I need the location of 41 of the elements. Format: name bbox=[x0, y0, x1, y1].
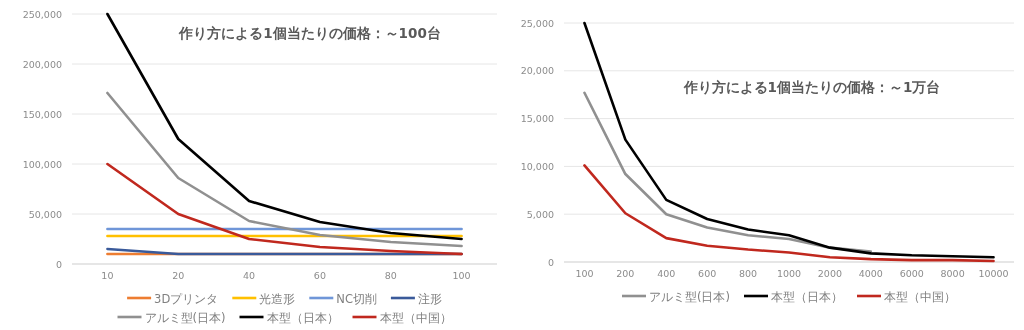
legend-label: 光造形 bbox=[259, 291, 296, 306]
legend-label: 3Dプリンタ bbox=[154, 291, 219, 306]
x-tick-label: 4000 bbox=[858, 268, 883, 279]
y-tick-label: 200,000 bbox=[22, 58, 62, 70]
y-tick-label: 25,000 bbox=[520, 17, 554, 29]
legend-label: 本型（日本） bbox=[266, 310, 339, 325]
y-tick-label: 0 bbox=[55, 258, 62, 270]
x-tick-label: 8000 bbox=[940, 268, 965, 279]
x-tick-label: 400 bbox=[657, 268, 676, 279]
legend-label: 注形 bbox=[417, 291, 442, 306]
text: 作り方による1個当たりの価格：～1万台 bbox=[682, 79, 941, 95]
y-tick-label: 20,000 bbox=[520, 65, 554, 77]
legend-label: 本型（日本） bbox=[771, 289, 843, 304]
legend-label: 本型（中国） bbox=[379, 310, 452, 325]
x-tick-label: 100 bbox=[575, 268, 594, 279]
x-tick-label: 200 bbox=[616, 268, 635, 279]
x-tick-label: 40 bbox=[243, 270, 256, 281]
x-tick-label: 80 bbox=[384, 270, 397, 281]
legend-label: アルミ型(日本) bbox=[144, 310, 226, 325]
x-tick-label: 10 bbox=[101, 270, 114, 281]
x-tick-label: 20 bbox=[172, 270, 185, 281]
x-tick-label: 100 bbox=[452, 270, 471, 281]
y-tick-label: 150,000 bbox=[22, 108, 62, 120]
x-tick-label: 10000 bbox=[978, 268, 1009, 279]
x-tick-label: 2000 bbox=[817, 268, 842, 279]
y-tick-label: 250,000 bbox=[22, 8, 62, 20]
x-tick-label: 6000 bbox=[899, 268, 924, 279]
y-tick-label: 5,000 bbox=[526, 208, 554, 220]
text: 作り方による1個当たりの価格：～100台 bbox=[178, 25, 441, 41]
y-tick-label: 10,000 bbox=[520, 160, 554, 172]
x-tick-label: 60 bbox=[313, 270, 326, 281]
y-tick-label: 0 bbox=[547, 256, 554, 268]
x-tick-label: 1000 bbox=[776, 268, 802, 279]
y-tick-label: 15,000 bbox=[520, 113, 554, 125]
x-tick-label: 600 bbox=[698, 268, 717, 279]
x-tick-label: 800 bbox=[739, 268, 758, 279]
y-tick-label: 100,000 bbox=[22, 158, 62, 170]
y-tick-label: 50,000 bbox=[28, 208, 62, 220]
legend-label: アルミ型(日本) bbox=[649, 289, 730, 304]
legend-label: NC切削 bbox=[336, 291, 377, 306]
legend-label: 本型（中国） bbox=[884, 289, 956, 304]
